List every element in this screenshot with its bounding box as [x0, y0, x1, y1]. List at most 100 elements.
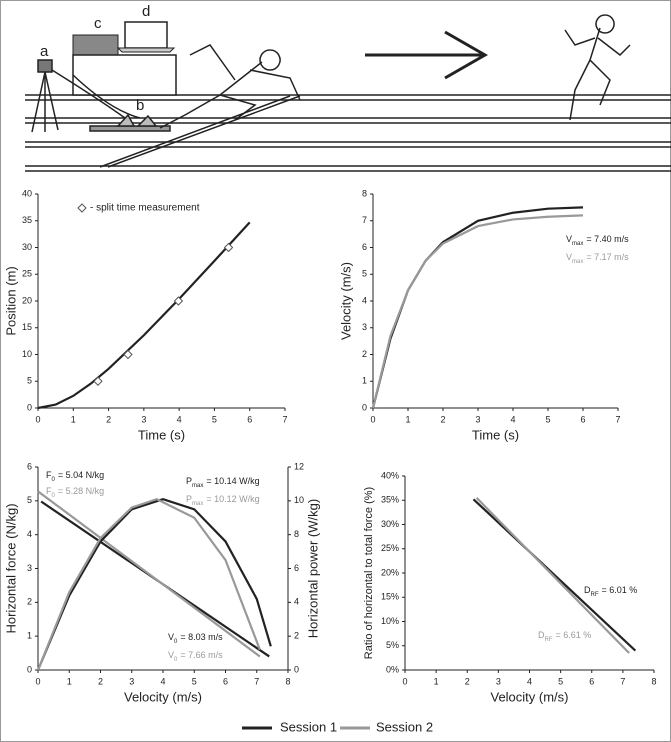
annotation-symbol: F [46, 470, 52, 480]
annotation: V0 = 8.03 m/s [168, 632, 223, 644]
laptop-d [124, 21, 168, 49]
x-tick-label: 1 [405, 414, 410, 424]
annotation: DRF = 6.01 % [584, 585, 637, 597]
y-tick-label: 15 [22, 322, 32, 332]
x-axis-label: Time (s) [138, 427, 185, 442]
y-tick-label: 30% [381, 519, 399, 529]
x-tick-label: 5 [212, 414, 217, 424]
y-tick-label: 5 [362, 269, 367, 279]
annotation: F0 = 5.04 N/kg [46, 470, 104, 482]
y-tick-label: 0% [386, 664, 399, 674]
x-tick-label: 5 [558, 676, 563, 686]
annotation-subscript: 0 [174, 639, 178, 645]
blocks-b [51, 69, 171, 132]
annotation-value: = 7.40 m/s [586, 234, 629, 244]
annotation-value: = 6.61 % [556, 630, 592, 640]
x-axis-label: Velocity (m/s) [124, 689, 202, 704]
annotation-subscript: max [192, 501, 203, 507]
y2-tick-label: 6 [294, 563, 299, 573]
y-axis-label: Velocity (m/s) [338, 262, 353, 340]
label-b: b [136, 97, 144, 114]
annotation-subscript: max [572, 259, 583, 265]
annotation-symbol: V [168, 650, 174, 660]
x-tick-label: 6 [223, 676, 228, 686]
legend-label: Session 1 [280, 719, 337, 734]
x-tick-label: 3 [141, 414, 146, 424]
y-tick-label: 25 [22, 269, 32, 279]
runner-start [159, 44, 301, 129]
arrow [365, 30, 489, 80]
annotation-symbol: D [584, 585, 591, 595]
annotation: Pmax = 10.14 W/kg [186, 476, 260, 488]
annotation-value: = 8.03 m/s [180, 632, 223, 642]
y-tick-label: 0 [27, 402, 32, 412]
x-tick-label: 8 [285, 676, 290, 686]
annotation: Vmax = 7.40 m/s [566, 234, 629, 246]
x-tick-label: 4 [160, 676, 165, 686]
series-line [36, 497, 261, 671]
x-tick-label: 3 [129, 676, 134, 686]
annotation-symbol: D [538, 630, 545, 640]
annotation-subscript: 0 [52, 493, 56, 499]
annotation-symbol: P [186, 476, 192, 486]
y-tick-label: 20 [22, 295, 32, 305]
x-tick-label: 0 [370, 414, 375, 424]
x-tick-label: 7 [615, 414, 620, 424]
y-axis-label: Ratio of horizontal to total force (%) [363, 487, 375, 659]
runner-end [564, 14, 631, 121]
y-tick-label: 4 [362, 295, 367, 305]
y-tick-label: 35 [22, 215, 32, 225]
annotation-subscript: RF [591, 592, 599, 598]
label-a: a [40, 43, 49, 60]
annotation-symbol: V [566, 234, 572, 244]
series-line [37, 490, 261, 658]
annotation-value: = 5.28 N/kg [58, 486, 104, 496]
x-tick-label: 7 [254, 676, 259, 686]
y-axis-label: Horizontal force (N/kg) [3, 503, 18, 633]
camera [31, 59, 59, 133]
device-c [72, 34, 119, 56]
annotation: F0 = 5.28 N/kg [46, 486, 104, 498]
annotation-symbol: F [46, 486, 52, 496]
x-tick-label: 0 [402, 676, 407, 686]
label-d: d [142, 3, 150, 20]
annotation-subscript: RF [545, 637, 553, 643]
series-line [371, 214, 584, 409]
x-axis-label: Velocity (m/s) [490, 689, 568, 704]
annotation: DRF = 6.61 % [538, 630, 591, 642]
y-tick-label: 5 [27, 495, 32, 505]
x-tick-label: 3 [496, 676, 501, 686]
y-tick-label: 2 [362, 349, 367, 359]
annotation-subscript: 0 [174, 657, 178, 663]
y-axis-label: Position (m) [3, 266, 18, 335]
y2-tick-label: 12 [294, 461, 304, 471]
y-tick-label: 35% [381, 495, 399, 505]
series-line [472, 498, 637, 652]
annotation-value: = 10.12 W/kg [206, 494, 259, 504]
annotation-value: = 10.14 W/kg [206, 476, 259, 486]
y2-tick-label: 8 [294, 529, 299, 539]
x-axis-label: Time (s) [472, 427, 519, 442]
x-tick-label: 8 [651, 676, 656, 686]
x-tick-label: 1 [71, 414, 76, 424]
annotation-symbol: P [186, 494, 192, 504]
annotation: V0 = 7.66 m/s [168, 650, 223, 662]
y-tick-label: 40 [22, 188, 32, 198]
x-tick-label: 2 [465, 676, 470, 686]
legend: Session 1 Session 2 [242, 719, 433, 734]
x-tick-label: 2 [440, 414, 445, 424]
annotation-value: = 7.17 m/s [586, 252, 629, 262]
y2-tick-label: 2 [294, 631, 299, 641]
annotation-subscript: max [192, 483, 203, 489]
y-tick-label: 8 [362, 188, 367, 198]
y2-tick-label: 4 [294, 597, 299, 607]
series-line [475, 497, 630, 654]
x-tick-label: 1 [67, 676, 72, 686]
illustration: a b c d [25, 3, 671, 172]
x-tick-label: 6 [580, 414, 585, 424]
annotation-value: = 5.04 N/kg [58, 470, 104, 480]
split-marker [223, 242, 234, 253]
annotation-subscript: 0 [52, 477, 56, 483]
